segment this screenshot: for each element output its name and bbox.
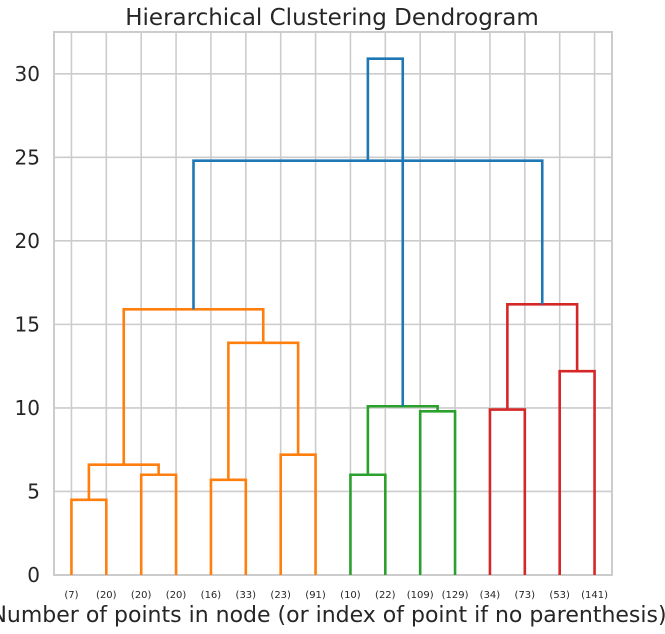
dendrogram-link-red: [558, 369, 596, 575]
leaf-label: (7): [64, 590, 78, 601]
leaf-label: (91): [305, 590, 326, 601]
dendrogram-link-red: [506, 303, 579, 410]
dendrogram-link-green: [418, 409, 457, 575]
dendrogram-link-orange: [139, 473, 178, 575]
leaf-label: (20): [131, 590, 152, 601]
y-tick-label: 20: [15, 229, 40, 253]
leaf-label: (20): [96, 590, 117, 601]
y-tick-label: 15: [15, 312, 40, 336]
dendrogram-link-blue: [366, 57, 405, 407]
leaf-label: (33): [236, 590, 257, 601]
leaf-label: (34): [480, 590, 501, 601]
plot-frame: [53, 31, 613, 576]
leaf-label: (23): [270, 590, 291, 601]
leaf-label: (53): [549, 590, 570, 601]
link-layer: [70, 57, 596, 575]
leaf-label: (20): [166, 590, 187, 601]
dendrogram-link-orange: [279, 453, 317, 575]
y-tick-label: 30: [15, 62, 40, 86]
y-tick-labels: 0 5 10 15 20 25 30: [15, 62, 40, 587]
leaf-label: (10): [340, 590, 361, 601]
dendrogram-link-orange: [70, 498, 108, 575]
chart-title: Hierarchical Clustering Dendrogram: [125, 5, 539, 31]
leaf-label: (109): [407, 590, 434, 601]
leaf-label: (16): [201, 590, 222, 601]
dendrogram-link-green: [349, 473, 387, 575]
dendrogram-link-orange: [122, 308, 265, 465]
dendrogram-link-orange: [209, 478, 248, 575]
leaf-label: (22): [375, 590, 396, 601]
dendrogram-link-red: [488, 408, 527, 575]
y-tick-label: 25: [15, 145, 40, 169]
x-tick-labels: (7) (20) (20) (20) (16) (33) (23) (91) (10) (22) (…: [64, 590, 608, 601]
y-tick-label: 10: [15, 396, 40, 420]
dendrogram-link-green: [366, 404, 439, 475]
leaf-label: (73): [515, 590, 536, 601]
y-tick-label: 5: [27, 479, 40, 503]
y-tick-label: 0: [27, 563, 40, 587]
leaf-label: (141): [581, 590, 608, 601]
x-axis-label: Number of points in node (or index of po…: [0, 603, 665, 628]
dendrogram-link-orange: [87, 463, 160, 500]
leaf-label: (129): [442, 590, 469, 601]
dendrogram-link-orange: [227, 341, 300, 480]
